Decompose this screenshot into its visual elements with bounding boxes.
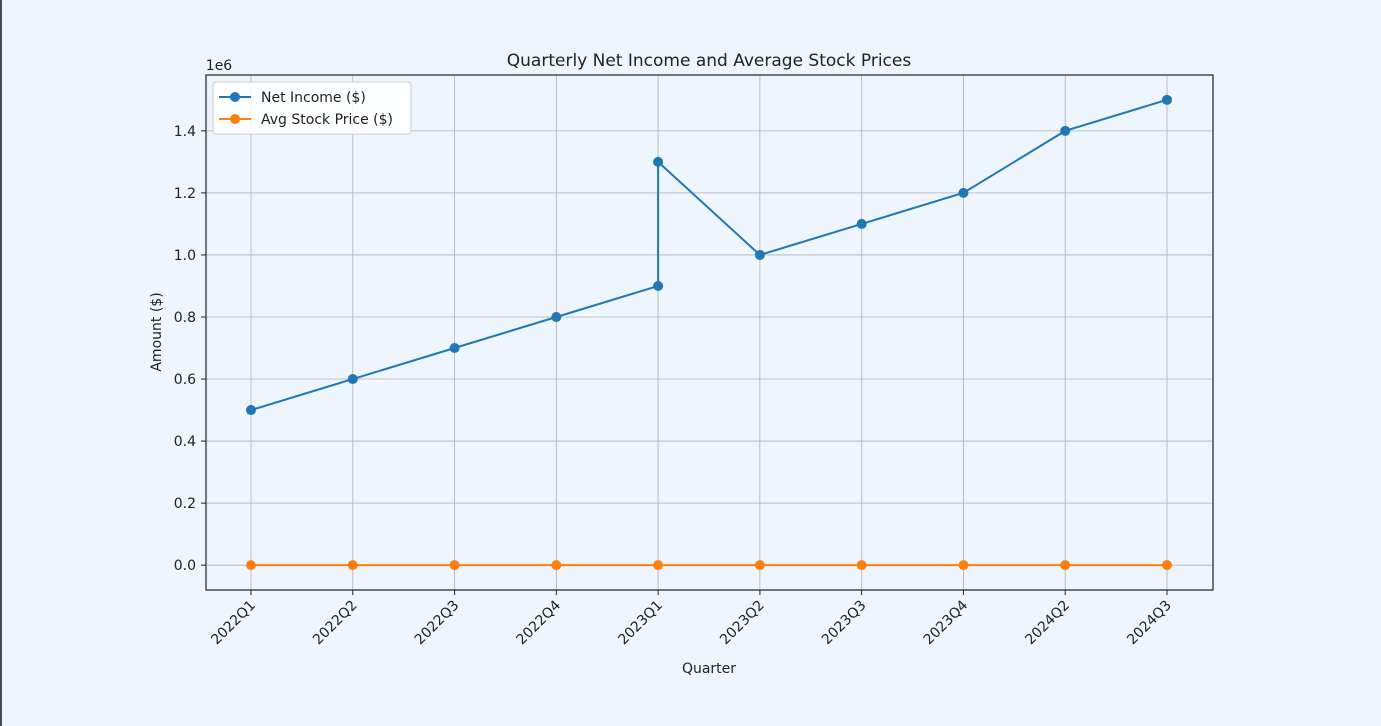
y-tick-label: 1.0 — [174, 248, 196, 264]
y-tick-label: 0.0 — [174, 558, 196, 574]
legend-marker-net-income — [230, 92, 240, 102]
avg-stock-price-point — [754, 560, 765, 571]
y-tick-label: 0.6 — [174, 372, 196, 388]
avg-stock-price-point — [551, 560, 562, 571]
y-tick-label: 1.2 — [174, 186, 196, 202]
net-income-point — [653, 280, 664, 291]
avg-stock-price-point — [347, 560, 358, 571]
avg-stock-price-point — [449, 560, 460, 571]
y-offset-label: 1e6 — [206, 58, 233, 74]
y-tick-label: 0.2 — [174, 496, 196, 512]
series-layer — [246, 94, 1172, 571]
net-income-point — [449, 343, 460, 354]
legend: Net Income ($) Avg Stock Price ($) — [212, 81, 412, 135]
avg-stock-price-point — [1060, 560, 1071, 571]
x-tick-label: 2023Q4 — [921, 597, 972, 648]
net-income-point — [246, 405, 256, 416]
chart-title: Quarterly Net Income and Average Stock P… — [507, 51, 912, 71]
x-tick-label: 2024Q3 — [1124, 598, 1175, 649]
net-income-point — [347, 374, 358, 385]
x-tick-label: 2023Q2 — [717, 598, 768, 649]
avg-stock-price-point — [958, 560, 969, 571]
legend-marker-avg-stock-price — [230, 114, 240, 124]
grid-layer — [206, 75, 1213, 590]
avg-stock-price-point — [856, 560, 867, 571]
y-tick-label: 1.4 — [174, 124, 196, 140]
avg-stock-price-point — [246, 560, 256, 571]
net-income-point — [856, 218, 867, 229]
x-tick-label: 2022Q1 — [208, 598, 259, 649]
x-axis-label: Quarter — [682, 661, 736, 677]
x-tick-label: 2022Q4 — [514, 597, 565, 648]
x-tick-label: 2024Q2 — [1022, 598, 1073, 649]
legend-label-avg-stock-price: Avg Stock Price ($) — [261, 112, 393, 128]
avg-stock-price-point — [1162, 560, 1172, 571]
ticks-layer: 2022Q1 2022Q2 2022Q3 2022Q4 2023Q1 2023Q2 2023… — [174, 124, 1175, 648]
net-income-point — [551, 311, 562, 322]
y-tick-label: 0.8 — [174, 310, 196, 326]
legend-label-net-income: Net Income ($) — [261, 90, 366, 106]
x-tick-label: 2022Q2 — [310, 598, 361, 649]
net-income-point — [1060, 125, 1071, 136]
y-tick-label: 0.4 — [174, 434, 196, 450]
avg-stock-price-point — [653, 560, 664, 571]
net-income-point — [653, 156, 664, 167]
net-income-point — [958, 187, 969, 198]
window-frame-edge — [0, 0, 2, 726]
plot-area-frame — [205, 74, 1214, 591]
x-tick-label: 2023Q3 — [819, 598, 870, 649]
x-tick-label: 2023Q1 — [615, 598, 666, 649]
net-income-point — [754, 249, 765, 260]
net-income-point — [1162, 94, 1172, 105]
legend-box — [212, 81, 412, 135]
x-tick-label: 2022Q3 — [412, 598, 463, 649]
y-axis-label: Amount ($) — [149, 292, 165, 371]
